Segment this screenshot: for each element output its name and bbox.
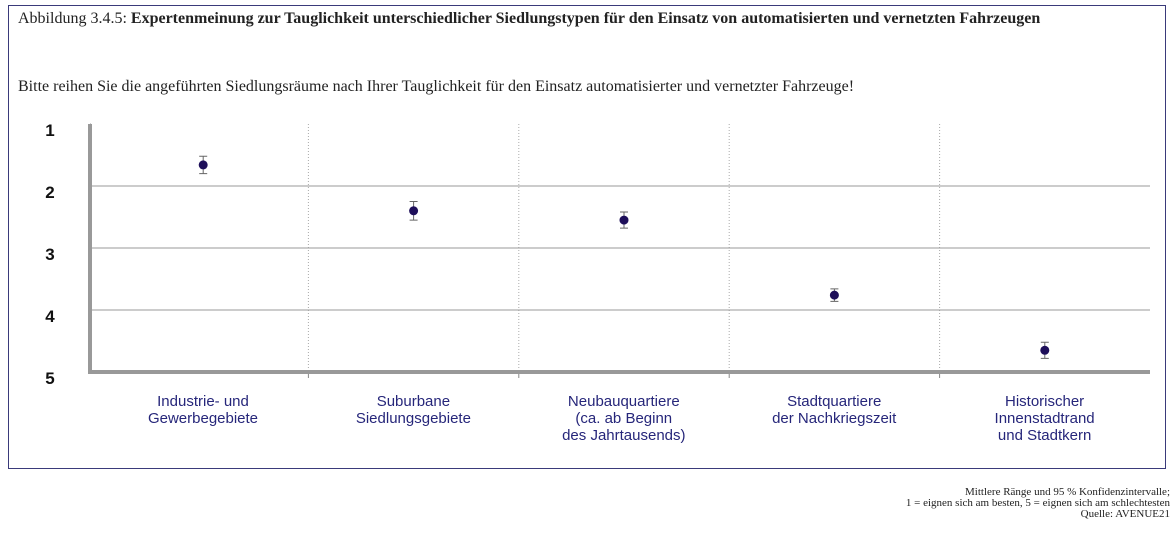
point (619, 215, 629, 225)
chart-title: Expertenmeinung zur Tauglichkeit untersc… (130, 10, 1041, 27)
chart-subtitle: Bitte reihen Sie die angeführten Siedlun… (18, 78, 855, 95)
y-tick-label: 5 (45, 369, 54, 388)
chart-frame (8, 5, 1166, 469)
y-tick-label: 1 (45, 121, 54, 140)
y-tick-label: 2 (45, 183, 54, 202)
header: Abbildung 3.4.5: Expertenmeinung zur Tau… (18, 10, 1138, 27)
point (1040, 345, 1050, 355)
note: 1 = eignen sich am besten, 5 = eignen si… (905, 497, 1170, 509)
x-tick-label: Historischer Innenstadtrand und Stadtker… (994, 393, 1095, 444)
notes: Mittlere Ränge und 95 % Konfidenzinterva… (906, 487, 1170, 520)
note: Mittlere Ränge und 95 % Konfidenzinterva… (965, 486, 1170, 498)
x-tick-label: Industrie- und Gewerbegebiete (147, 393, 259, 427)
point (829, 290, 839, 300)
point (409, 206, 419, 216)
x-tick-label: Stadtquartiere der Nachkriegszeit (772, 393, 897, 427)
x-tick-label: Suburbane Siedlungsgebiete (355, 393, 471, 427)
y-tick-label: 3 (45, 245, 54, 264)
x-tick-label: Neubauquartiere (ca. ab Beginn des Jahrt… (562, 393, 686, 444)
note: Quelle: AVENUE21 (1080, 508, 1170, 520)
y-tick-label: 4 (45, 307, 55, 326)
point (198, 160, 208, 170)
figure-label: Abbildung 3.4.5: (18, 10, 127, 27)
